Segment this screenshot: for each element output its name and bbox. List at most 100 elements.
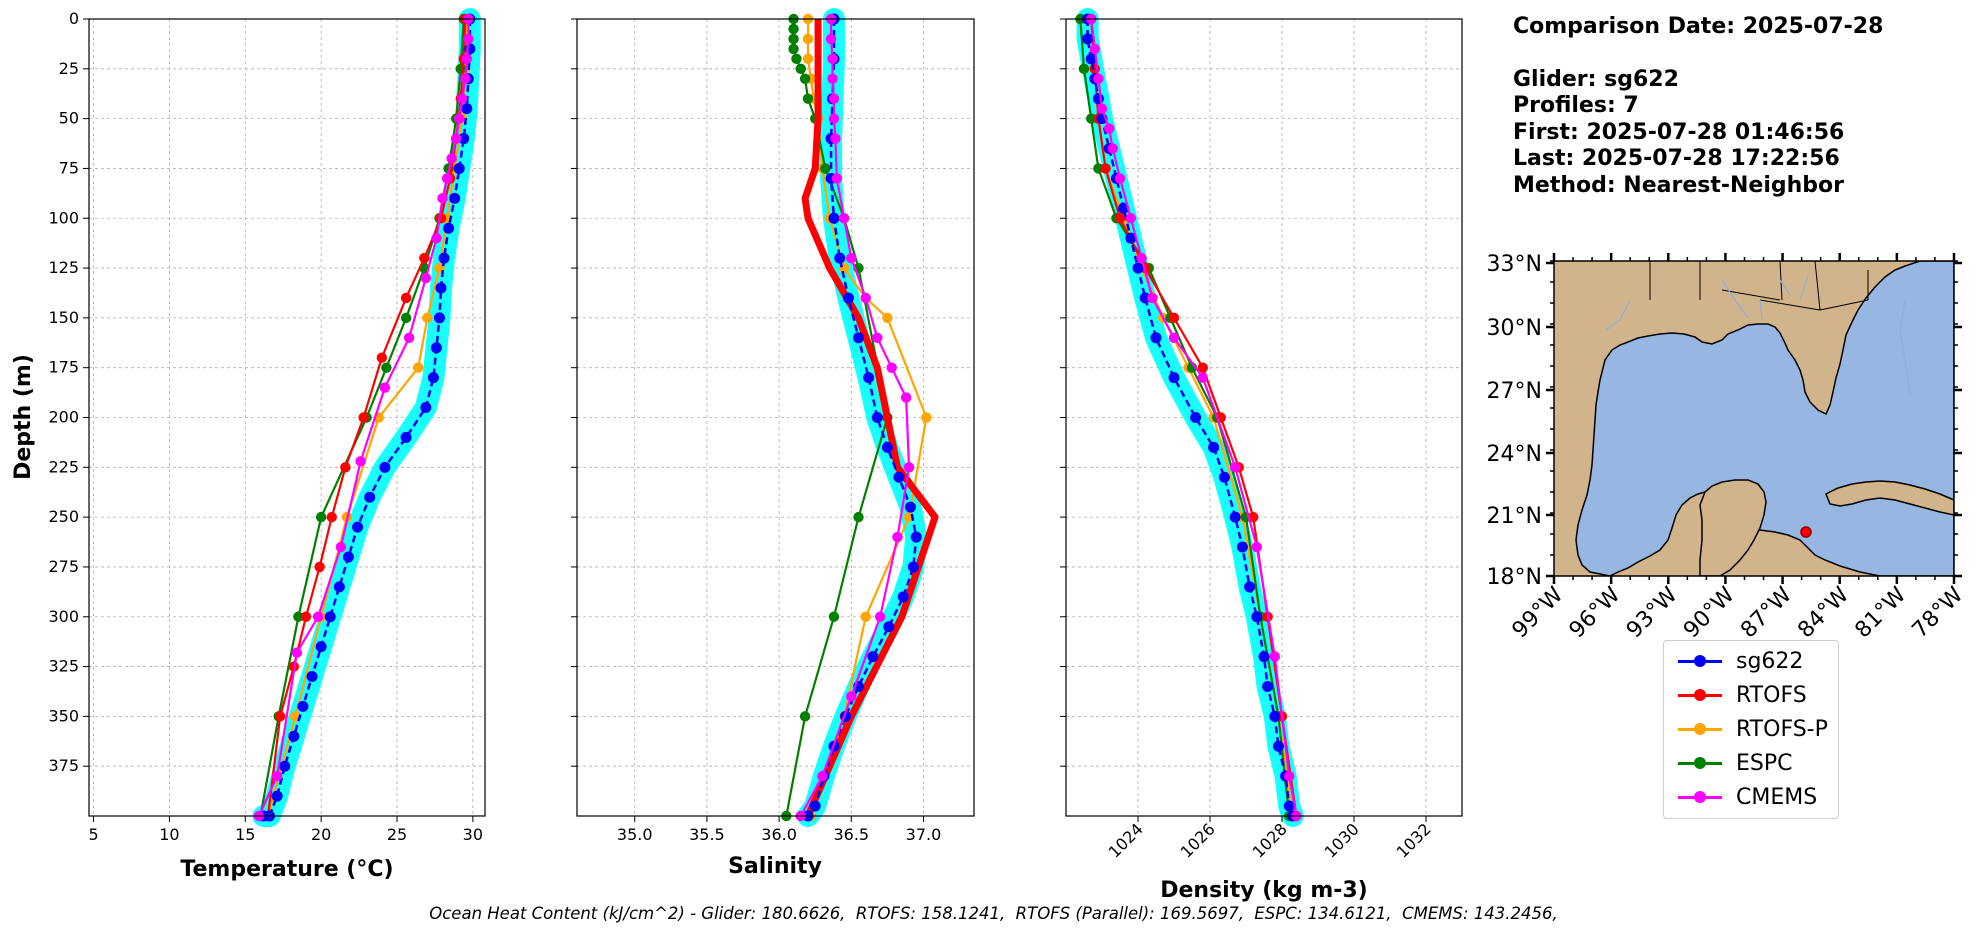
map-lat-label: 18°N — [1487, 565, 1542, 590]
data-point-cmems — [900, 392, 912, 403]
x-tick-label: 36.0 — [761, 825, 797, 844]
data-point-cmems — [903, 462, 915, 473]
data-point-sg622 — [306, 671, 318, 683]
legend-item-sg622: sg622 — [1664, 644, 1838, 678]
data-point-sg622 — [842, 292, 854, 304]
data-point-cmems — [1230, 462, 1241, 473]
data-point-sg622 — [288, 730, 300, 742]
data-point-sg622 — [1218, 471, 1230, 483]
data-point-cmems — [1197, 372, 1209, 383]
data-point-sg622 — [1190, 412, 1202, 423]
data-point-espc — [820, 163, 831, 174]
data-point-espc — [788, 33, 799, 45]
temperature-xlabel: Temperature (°C) — [180, 857, 393, 882]
data-point-sg622 — [897, 591, 909, 603]
data-point-sg622 — [435, 282, 447, 294]
data-point-cmems — [457, 93, 468, 104]
map-lon-label: 84°W — [1793, 582, 1854, 643]
x-tick-label: 15 — [235, 825, 255, 844]
x-tick-label: 20 — [311, 825, 331, 844]
x-tick-label: 37.0 — [906, 825, 942, 844]
density-panel: 1024 1026 1028 1030 1032 Density (kg m-3) — [1060, 8, 1463, 903]
data-point-cmems — [403, 332, 415, 343]
data-point-cmems — [1269, 651, 1281, 662]
salinity-series — [781, 8, 939, 827]
y-tick-label: 175 — [48, 358, 79, 377]
data-point-cmems — [827, 73, 838, 84]
data-point-espc — [1093, 163, 1104, 174]
x-tick-label: 35.5 — [689, 825, 725, 844]
data-point-rtofs — [419, 252, 430, 264]
data-point-sg622 — [297, 700, 309, 712]
map-frame — [1553, 260, 1955, 577]
last-profile-time: Last: 2025-07-28 17:22:56 — [1513, 146, 1840, 171]
data-point-rtofs-p — [802, 33, 814, 45]
data-point-sg622 — [1272, 740, 1284, 752]
data-point-cmems — [1089, 43, 1101, 55]
data-point-cmems — [454, 113, 465, 124]
profile-count: Profiles: 7 — [1513, 93, 1639, 118]
data-point-rtofs — [274, 711, 286, 722]
map-lat-label: 33°N — [1487, 252, 1542, 277]
data-point-cmems — [335, 541, 347, 553]
data-point-espc — [788, 23, 799, 35]
map-lat-label: 27°N — [1487, 379, 1542, 404]
data-point-sg622 — [379, 461, 391, 473]
map-lon-label: 93°W — [1622, 582, 1683, 643]
data-point-cmems — [463, 33, 474, 45]
data-point-sg622 — [853, 332, 865, 344]
glider-name: Glider: sg622 — [1513, 66, 1679, 92]
data-point-sg622 — [1139, 292, 1151, 304]
data-point-rtofs — [1114, 213, 1126, 224]
legend: sg622 RTOFS RTOFS-P ESPC CMEMS — [1663, 640, 1839, 819]
data-point-espc — [799, 73, 811, 84]
data-point-sg622 — [1125, 232, 1137, 244]
map-lon-label: 87°W — [1736, 582, 1797, 643]
x-tick-label: 1032 — [1393, 819, 1435, 861]
data-point-espc — [853, 511, 864, 523]
data-point-cmems — [379, 382, 391, 393]
map-lat-label: 30°N — [1487, 316, 1542, 341]
data-point-sg622 — [883, 621, 895, 633]
interpolation-method: Method: Nearest-Neighbor — [1513, 172, 1844, 198]
data-point-cmems — [271, 770, 283, 782]
data-point-rtofs-p — [921, 412, 932, 423]
data-point-sg622 — [271, 790, 283, 802]
data-point-rtofs — [1168, 312, 1180, 324]
data-point-sg622 — [1269, 710, 1281, 722]
map-lon-label: 96°W — [1565, 582, 1626, 643]
data-point-sg622 — [458, 133, 470, 145]
data-point-cmems — [441, 173, 453, 184]
data-point-sg622 — [907, 561, 919, 573]
map-lat-label: 21°N — [1487, 504, 1542, 529]
data-point-sg622 — [427, 372, 439, 384]
y-tick-label: 25 — [59, 59, 79, 78]
legend-label: CMEMS — [1736, 785, 1818, 810]
data-point-cmems — [312, 611, 324, 622]
data-point-sg622 — [420, 402, 432, 414]
data-point-sg622 — [453, 162, 465, 174]
data-point-cmems — [817, 770, 828, 782]
data-point-cmems — [1104, 123, 1115, 134]
data-point-rtofs — [314, 561, 325, 573]
data-point-sg622 — [904, 501, 916, 513]
data-point-cmems — [1136, 252, 1147, 264]
data-point-sg622 — [443, 222, 455, 234]
data-point-cmems — [437, 193, 448, 204]
data-point-rtofs-p — [413, 362, 424, 373]
y-tick-label: 0 — [69, 9, 79, 28]
data-point-cmems — [1147, 292, 1158, 304]
x-tick-label: 36.5 — [833, 825, 869, 844]
data-point-sg622 — [364, 491, 376, 503]
map-rivers — [1605, 274, 1911, 396]
data-point-rtofs-p — [860, 611, 871, 622]
legend-marker-cmems — [1694, 791, 1706, 803]
data-point-cmems — [831, 173, 843, 184]
data-point-sg622 — [867, 651, 879, 663]
y-tick-label: 50 — [59, 109, 79, 128]
y-tick-label: 325 — [48, 657, 79, 676]
y-tick-label: 350 — [48, 706, 79, 725]
data-point-sg622 — [1150, 332, 1162, 344]
data-point-cmems — [1114, 173, 1126, 184]
y-tick-label: 200 — [48, 408, 79, 427]
